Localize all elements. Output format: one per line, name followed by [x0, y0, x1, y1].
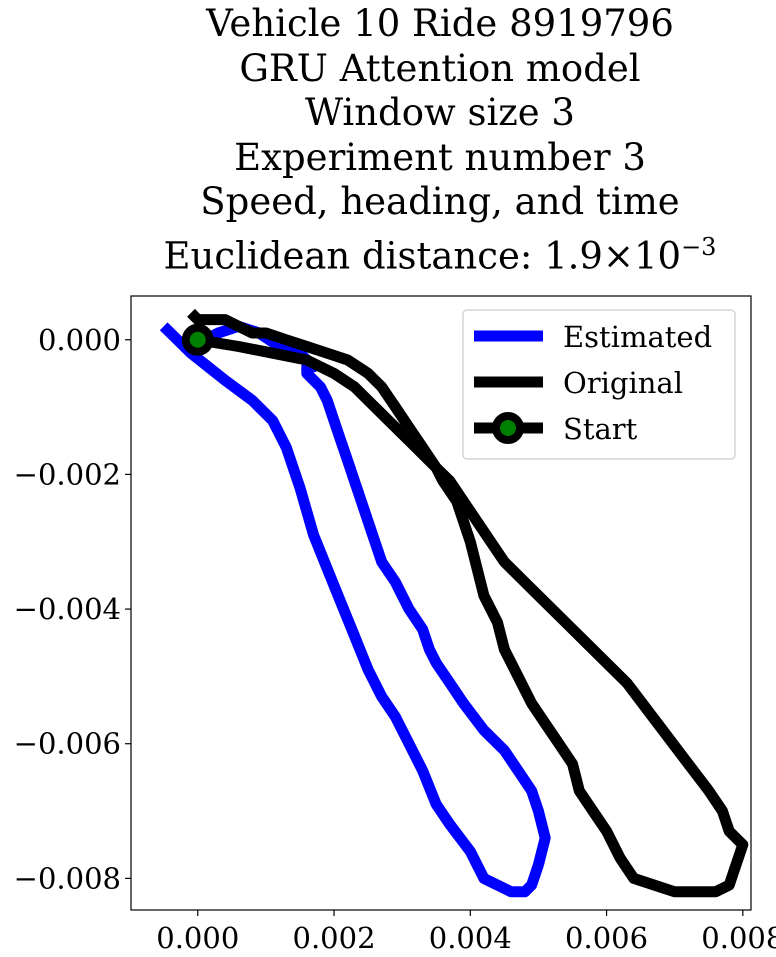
x-tick-label: 0.002 [293, 921, 376, 955]
title-metric-line: Euclidean distance: 1.9×10−3 [0, 225, 776, 279]
y-tick-label: 0.000 [38, 323, 121, 357]
title-metric-base: 10 [633, 233, 682, 277]
plot-area-frame [130, 295, 752, 911]
legend: Estimated Original Start [462, 309, 736, 460]
legend-label-original: Original [563, 366, 683, 400]
x-tick-label: 0.006 [565, 921, 648, 955]
y-tick-label: −0.006 [14, 727, 121, 761]
title-metric-times: × [602, 233, 634, 277]
series-layer [159, 308, 749, 898]
x-tick-label: 0.004 [429, 921, 512, 955]
title-line-3: Window size 3 [305, 91, 575, 134]
legend-label-start: Start [563, 412, 638, 446]
title-line-2: GRU Attention model [239, 46, 641, 90]
y-tick-label: −0.004 [14, 592, 121, 626]
start-marker [181, 323, 214, 356]
y-tick-label: −0.008 [14, 861, 121, 895]
legend-swatch-start-marker [492, 412, 524, 444]
legend-label-estimated: Estimated [563, 320, 712, 354]
x-tick-label: 0.000 [156, 921, 239, 955]
title-metric-exponent: −3 [681, 232, 717, 261]
legend-box [462, 309, 736, 460]
title-line-4: Experiment number 3 [234, 135, 646, 179]
title-metric-label: Euclidean distance: 1.9 [163, 233, 603, 277]
title-line-5: Speed, heading, and time [200, 180, 680, 223]
series-line-original [187, 308, 749, 898]
title-line-1: Vehicle 10 Ride 8919796 [206, 2, 674, 45]
axis-layer: 0.000 0.002 0.004 0.006 0.008 0.000 −0.002 −0.0… [14, 323, 776, 955]
series-line-estimated [159, 320, 551, 898]
x-tick-label: 0.008 [701, 921, 776, 955]
chart-title: Vehicle 10 Ride 8919796 GRU Attention mo… [0, 2, 776, 278]
y-tick-label: −0.002 [14, 457, 121, 491]
